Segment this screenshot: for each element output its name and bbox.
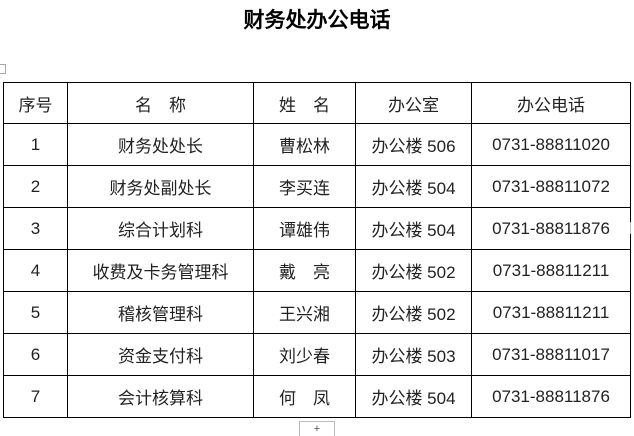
cell-phone: 0731-88811211 <box>471 291 631 334</box>
add-row-button[interactable]: + <box>299 421 335 436</box>
cell-phone: 0731-88811876 <box>471 375 631 418</box>
cell-name: 刘少春 <box>253 333 356 376</box>
table-row: 5 稽核管理科 王兴湘 办公楼 502 0731-88811211 <box>3 291 631 334</box>
cell-phone: 0731-88811017 <box>471 333 631 376</box>
cell-phone: 0731-88811020 <box>471 123 631 166</box>
cell-index: 4 <box>3 249 68 292</box>
cell-name: 李买连 <box>253 165 356 208</box>
cell-index: 3 <box>3 207 68 250</box>
table-row: 1 财务处处长 曹松林 办公楼 506 0731-88811020 <box>3 123 631 166</box>
cell-name: 戴 亮 <box>253 249 356 292</box>
cell-name: 曹松林 <box>253 123 356 166</box>
table-resize-marker[interactable] <box>630 222 631 234</box>
table-header-row: 序号 名 称 姓 名 办公室 办公电话 <box>3 82 631 124</box>
table-move-handle[interactable] <box>0 64 6 74</box>
cell-index: 2 <box>3 165 68 208</box>
header-department: 名 称 <box>67 82 254 124</box>
header-office: 办公室 <box>355 82 472 124</box>
table-row: 2 财务处副处长 李买连 办公楼 504 0731-88811072 <box>3 165 631 208</box>
cell-office: 办公楼 506 <box>355 123 472 166</box>
cell-name: 王兴湘 <box>253 291 356 334</box>
header-index: 序号 <box>3 82 68 124</box>
header-name: 姓 名 <box>253 82 356 124</box>
cell-office: 办公楼 503 <box>355 333 472 376</box>
cell-office: 办公楼 504 <box>355 165 472 208</box>
cell-index: 1 <box>3 123 68 166</box>
cell-index: 5 <box>3 291 68 334</box>
cell-department: 综合计划科 <box>67 207 254 250</box>
table-row: 4 收费及卡务管理科戴 亮办公楼 502 0731-88811211 <box>3 249 631 292</box>
cell-department: 收费及卡务管理科 <box>67 249 254 292</box>
cell-phone: 0731-88811876 <box>471 207 631 250</box>
cell-department: 财务处副处长 <box>67 165 254 208</box>
cell-index: 6 <box>3 333 68 376</box>
cell-name: 谭雄伟 <box>253 207 356 250</box>
cell-office: 办公楼 502 <box>355 249 472 292</box>
phone-directory-table: 序号 名 称 姓 名 办公室 办公电话 1 财务处处长 曹松林 办公楼 506 0731… <box>3 82 631 418</box>
cell-phone: 0731-88811211 <box>471 249 631 292</box>
document-title: 财务处办公电话 <box>243 7 391 32</box>
cell-department: 会计核算科 <box>67 375 254 418</box>
header-phone: 办公电话 <box>471 82 631 124</box>
table-row: 7 会计核算科何 凤办公楼 504 0731-88811876 <box>3 375 631 418</box>
cell-index: 7 <box>3 375 68 418</box>
table-row: 6 资金支付科 刘少春 办公楼 503 0731-88811017 <box>3 333 631 376</box>
cell-office: 办公楼 504 <box>355 207 472 250</box>
cell-name: 何 凤 <box>253 375 356 418</box>
cell-department: 财务处处长 <box>67 123 254 166</box>
cell-department: 资金支付科 <box>67 333 254 376</box>
cell-office: 办公楼 502 <box>355 291 472 334</box>
cell-office: 办公楼 504 <box>355 375 472 418</box>
table-row: 3 综合计划科 谭雄伟 办公楼 504 0731-88811876 <box>3 207 631 250</box>
cell-phone: 0731-88811072 <box>471 165 631 208</box>
cell-department: 稽核管理科 <box>67 291 254 334</box>
